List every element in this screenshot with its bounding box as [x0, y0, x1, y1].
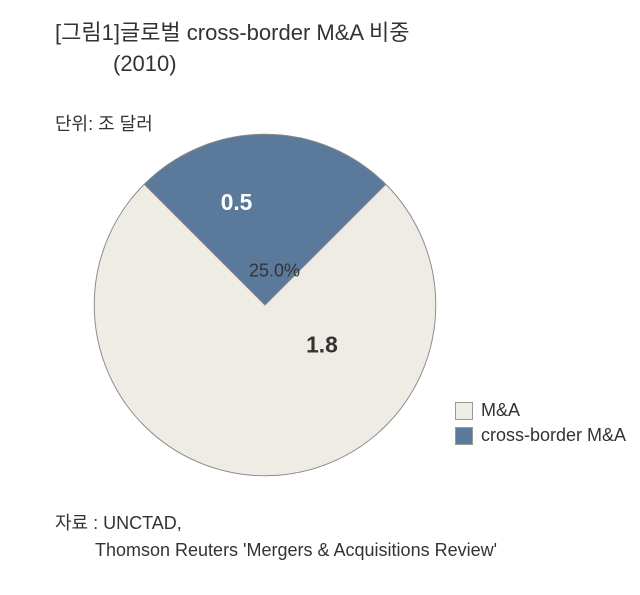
title-prefix: [그림1]: [55, 20, 120, 45]
legend-row-1: cross-border M&A: [455, 425, 626, 446]
slice-percent-label-1: 25.0%: [249, 261, 300, 281]
source-line2: Thomson Reuters 'Mergers & Acquisitions …: [95, 537, 497, 564]
legend: M&A cross-border M&A: [455, 400, 626, 450]
figure-container: [그림1]글로벌 cross-border M&A 비중 (2010) 단위: …: [0, 0, 640, 595]
slice-value-label-0: 1.8: [306, 331, 338, 357]
source-text: 자료 : UNCTAD, Thomson Reuters 'Mergers & …: [55, 510, 497, 564]
legend-label-0: M&A: [481, 400, 520, 421]
pie-group: 1.8 0.5 25.0%: [94, 134, 436, 476]
chart-title: [그림1]글로벌 cross-border M&A 비중 (2010): [55, 18, 409, 80]
pie-chart: 1.8 0.5 25.0%: [80, 120, 450, 490]
slice-value-label-1: 0.5: [221, 189, 253, 215]
source-label: 자료 :: [55, 513, 98, 533]
legend-row-0: M&A: [455, 400, 626, 421]
title-main: 글로벌 cross-border M&A 비중: [120, 20, 409, 45]
legend-swatch-0: [455, 402, 473, 420]
legend-label-1: cross-border M&A: [481, 425, 626, 446]
title-sub: (2010): [113, 49, 409, 80]
legend-swatch-1: [455, 427, 473, 445]
source-line1: UNCTAD,: [103, 513, 182, 533]
